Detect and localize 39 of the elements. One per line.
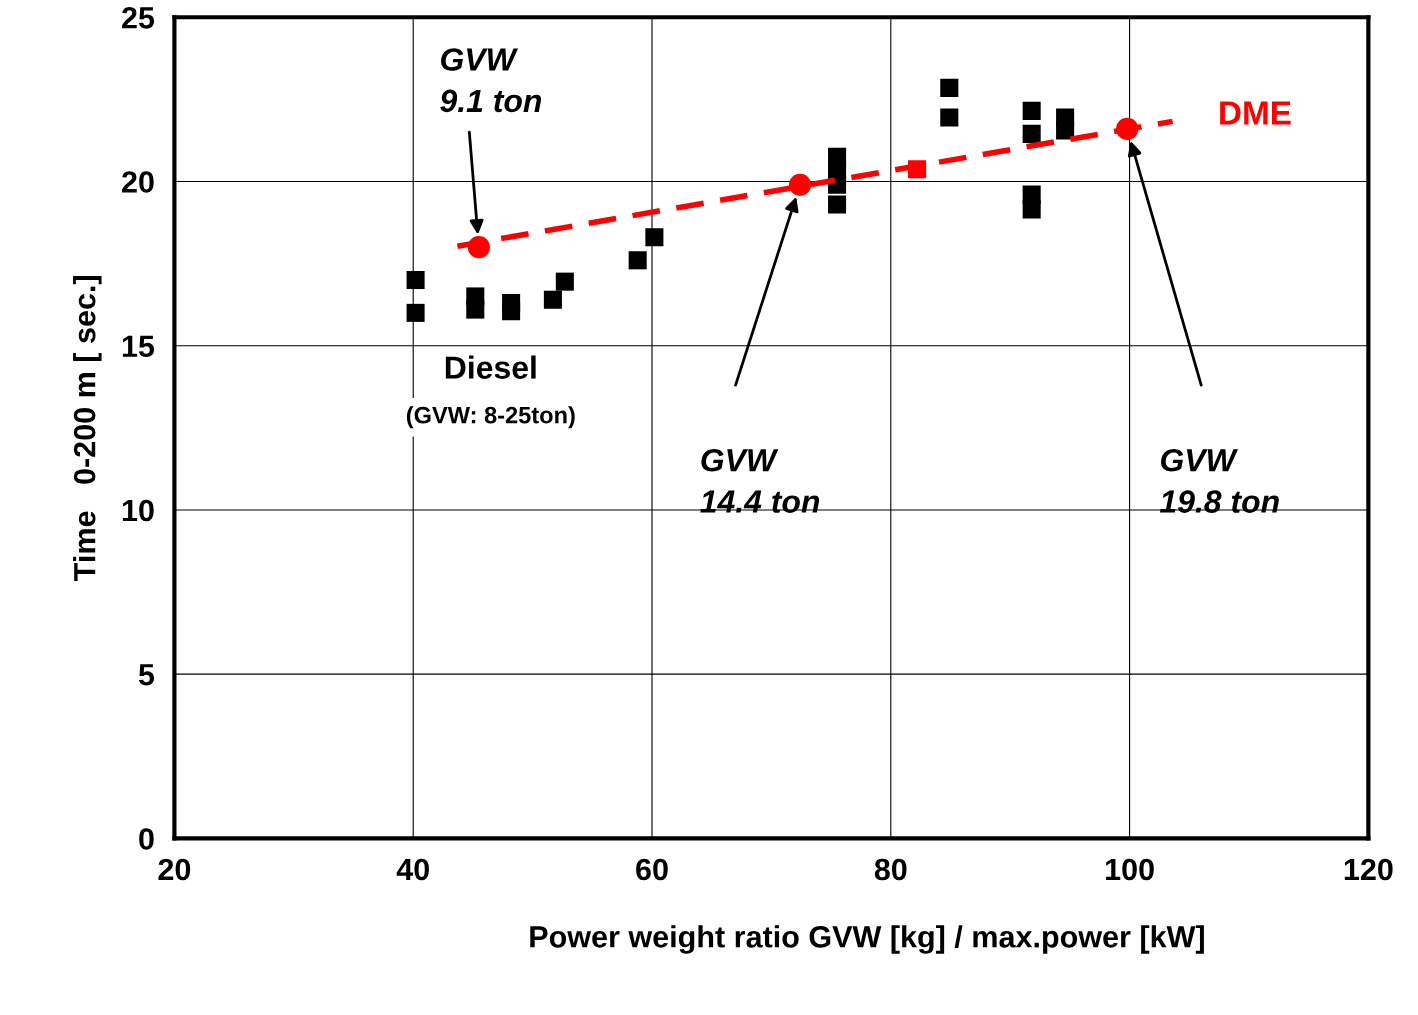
point <box>543 290 562 309</box>
x-tick-label: 40 <box>396 858 429 881</box>
point <box>555 272 574 291</box>
y-tick-label: 25 <box>122 6 155 29</box>
point <box>406 303 425 322</box>
annotation: DME <box>1220 101 1291 125</box>
point <box>1056 121 1075 140</box>
annotation: GVW 14.4 ton <box>700 448 820 513</box>
point <box>788 173 812 196</box>
x-tick-label: 80 <box>874 858 907 881</box>
point <box>940 108 959 127</box>
x-tick-label: 120 <box>1344 858 1393 881</box>
y-tick-label: 15 <box>122 335 155 358</box>
y-axis-title: Time 0-200 m [ sec.] <box>73 276 102 581</box>
point <box>645 228 664 247</box>
point <box>502 302 521 321</box>
point <box>1022 101 1041 120</box>
y-tick-label: 20 <box>122 171 154 193</box>
point <box>828 195 847 214</box>
point <box>1116 117 1139 141</box>
annotation: GVW 9.1 ton <box>440 48 542 113</box>
y-tick-label: 5 <box>138 664 155 686</box>
annotation: GVW 19.8 ton <box>1159 448 1279 513</box>
y-tick-label: 0 <box>139 828 154 850</box>
point <box>1022 124 1041 143</box>
point <box>467 236 490 259</box>
annotation: Diesel <box>445 355 536 379</box>
point <box>406 270 425 290</box>
point <box>466 300 485 319</box>
x-tick-label: 20 <box>158 858 191 881</box>
y-tick-label: 10 <box>122 499 154 522</box>
point <box>1022 200 1041 219</box>
x-tick-label: 100 <box>1106 858 1154 881</box>
point <box>940 78 959 97</box>
point <box>628 251 647 270</box>
x-tick-label: 60 <box>636 858 668 881</box>
x-axis-title: Power weight ratio GVW [kg] / max.power [kW] <box>530 925 1204 954</box>
annotation: (GVW: 8-25ton) <box>406 406 575 429</box>
point <box>908 160 927 179</box>
